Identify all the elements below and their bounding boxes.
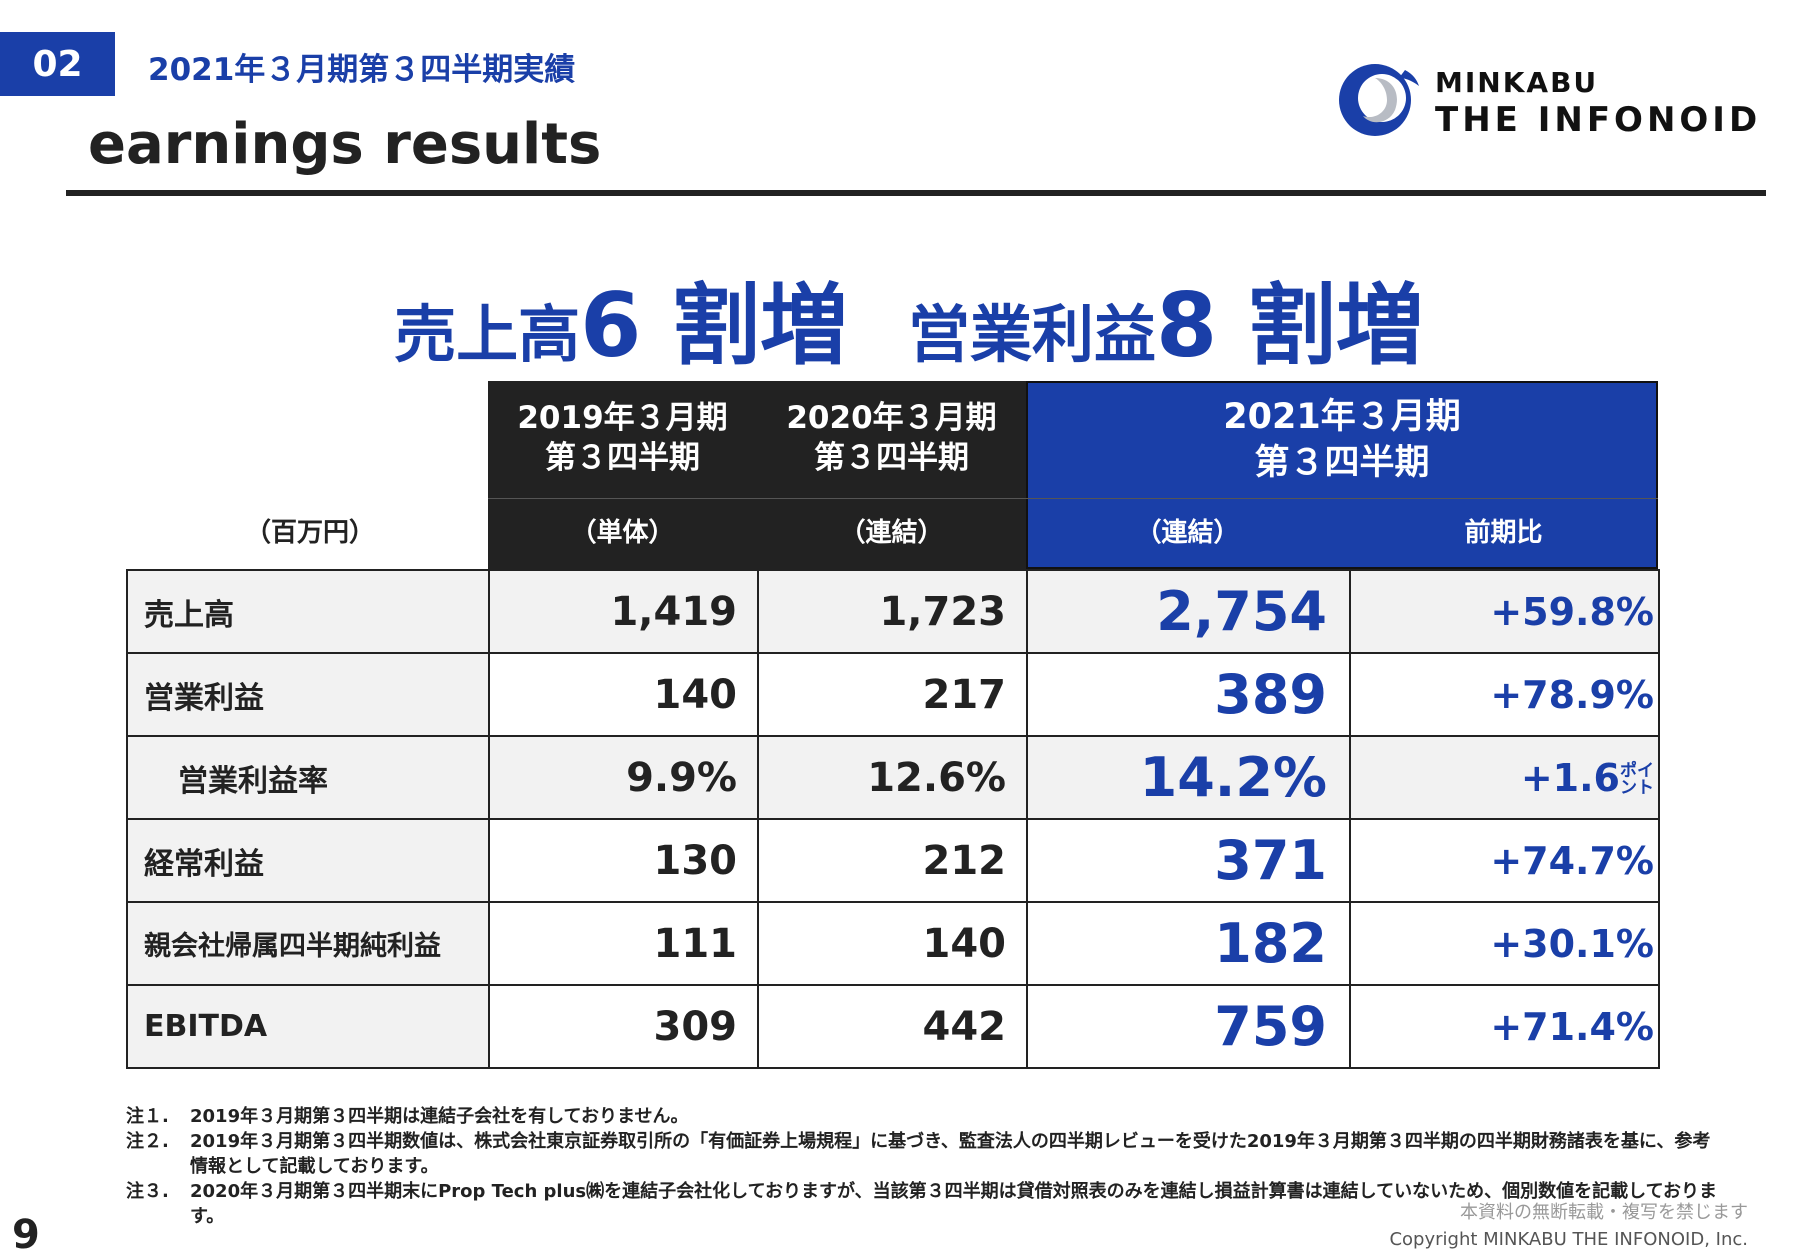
cell-2021: 2,754 <box>1026 569 1351 654</box>
col-sub-2019: （単体） <box>570 518 675 548</box>
reproduction-notice: 本資料の無断転載・複写を禁じます <box>1460 1202 1748 1223</box>
table-header-prior-years <box>488 381 1026 569</box>
cell-yoy: +71.4% <box>1349 984 1660 1069</box>
col-sub-2020: （連結） <box>839 518 944 548</box>
col-header-2019-line1: 2019年３月期 <box>517 400 728 436</box>
table-row: 経常利益 130 212 371 +74.7% <box>126 818 1660 903</box>
cell-yoy: +59.8% <box>1349 569 1660 654</box>
table-row: EBITDA 309 442 759 +71.4% <box>126 984 1660 1069</box>
logo-text-infonoid: THE INFONOID <box>1435 100 1762 140</box>
cell-2020: 1,723 <box>757 569 1028 654</box>
col-sub-2021: （連結） <box>1135 518 1240 548</box>
footnote-key: 注２. <box>126 1131 169 1152</box>
cell-2019: 9.9% <box>488 735 759 820</box>
row-label: 親会社帰属四半期純利益 <box>126 901 490 986</box>
table-row: 売上高 1,419 1,723 2,754 +59.8% <box>126 569 1660 654</box>
cell-2021: 14.2% <box>1026 735 1351 820</box>
col-header-2021-line2: 第３四半期 <box>1254 443 1430 483</box>
row-label: EBITDA <box>126 984 490 1069</box>
col-sub-yoy: 前期比 <box>1464 518 1543 548</box>
cell-2021: 371 <box>1026 818 1351 903</box>
row-label: 営業利益率 <box>126 735 490 820</box>
footnotes: 注１. 2019年３月期第３四半期は連結子会社を有しておりません。 注２. 2019… <box>126 1104 1726 1229</box>
cell-2019: 140 <box>488 652 759 737</box>
cell-yoy: +78.9% <box>1349 652 1660 737</box>
cell-2019: 111 <box>488 901 759 986</box>
cell-2020: 140 <box>757 901 1028 986</box>
company-logo: MINKABU THE INFONOID <box>1335 60 1775 140</box>
cell-yoy: +30.1% <box>1349 901 1660 986</box>
section-number-badge: 02 <box>0 32 115 96</box>
headline-sales-growth: 6 割増 <box>580 274 848 377</box>
cell-2020: 217 <box>757 652 1028 737</box>
page-title: earnings results <box>88 112 602 177</box>
yoy-unit-line2: ント <box>1620 778 1654 798</box>
cell-2019: 309 <box>488 984 759 1069</box>
headline: 売上高6 割増 営業利益8 割増 <box>0 255 1818 382</box>
col-header-2019-line2: 第３四半期 <box>545 440 700 476</box>
cell-2021: 389 <box>1026 652 1351 737</box>
col-header-2020: 2020年３月期 第３四半期 <box>757 398 1026 478</box>
logo-swirl-icon <box>1339 64 1419 136</box>
cell-2021: 182 <box>1026 901 1351 986</box>
cell-yoy: +74.7% <box>1349 818 1660 903</box>
row-label: 売上高 <box>126 569 490 654</box>
title-divider <box>66 190 1766 196</box>
yoy-unit: ポイ ント <box>1620 763 1654 797</box>
row-label: 営業利益 <box>126 652 490 737</box>
footnote: 注１. 2019年３月期第３四半期は連結子会社を有しておりません。 <box>126 1104 1726 1129</box>
cell-2020: 12.6% <box>757 735 1028 820</box>
cell-2020: 212 <box>757 818 1028 903</box>
headline-op-label: 営業利益 <box>908 298 1157 371</box>
table-header-current-year <box>1026 381 1658 569</box>
cell-2020: 442 <box>757 984 1028 1069</box>
footnote-key: 注１. <box>126 1106 169 1127</box>
col-header-2019: 2019年３月期 第３四半期 <box>488 398 757 478</box>
cell-2021: 759 <box>1026 984 1351 1069</box>
page-number: 9 <box>12 1212 40 1258</box>
headline-sales-label: 売上高 <box>394 298 581 371</box>
table-header-divider <box>488 498 1658 499</box>
footnote: 注２. 2019年３月期第３四半期数値は、株式会社東京証券取引所の「有価証券上場規… <box>126 1129 1726 1179</box>
table-row: 親会社帰属四半期純利益 111 140 182 +30.1% <box>126 901 1660 986</box>
table-row: 営業利益率 9.9% 12.6% 14.2% +1.6ポイ ント <box>126 735 1660 820</box>
copyright: Copyright MINKABU THE INFONOID, Inc. <box>1389 1229 1748 1250</box>
row-label: 経常利益 <box>126 818 490 903</box>
section-title: 2021年３月期第３四半期実績 <box>148 52 576 88</box>
logo-text-minkabu: MINKABU <box>1435 66 1599 99</box>
col-header-2021-line1: 2021年３月期 <box>1223 397 1461 437</box>
cell-2019: 130 <box>488 818 759 903</box>
cell-2019: 1,419 <box>488 569 759 654</box>
footnote-text: 2019年３月期第３四半期数値は、株式会社東京証券取引所の「有価証券上場規程」に… <box>190 1131 1711 1177</box>
footnote-text: 2019年３月期第３四半期は連結子会社を有しておりません。 <box>190 1106 689 1127</box>
unit-label: （百万円） <box>244 518 375 548</box>
footnote-key: 注３. <box>126 1181 169 1202</box>
col-header-2020-line2: 第３四半期 <box>814 440 969 476</box>
yoy-value: +1.6 <box>1520 755 1620 800</box>
headline-op-growth: 8 割増 <box>1156 274 1424 377</box>
table-row: 営業利益 140 217 389 +78.9% <box>126 652 1660 737</box>
col-header-2021: 2021年３月期 第３四半期 <box>1026 394 1658 486</box>
footnote: 注３. 2020年３月期第３四半期末にProp Tech plus㈱を連結子会社化… <box>126 1179 1726 1229</box>
earnings-table: 売上高 1,419 1,723 2,754 +59.8% 営業利益 140 21… <box>126 569 1660 1069</box>
yoy-unit-line1: ポイ <box>1620 761 1654 781</box>
footnote-text: 2020年３月期第３四半期末にProp Tech plus㈱を連結子会社化してお… <box>190 1181 1718 1227</box>
col-header-2020-line1: 2020年３月期 <box>786 400 997 436</box>
cell-yoy: +1.6ポイ ント <box>1349 735 1660 820</box>
